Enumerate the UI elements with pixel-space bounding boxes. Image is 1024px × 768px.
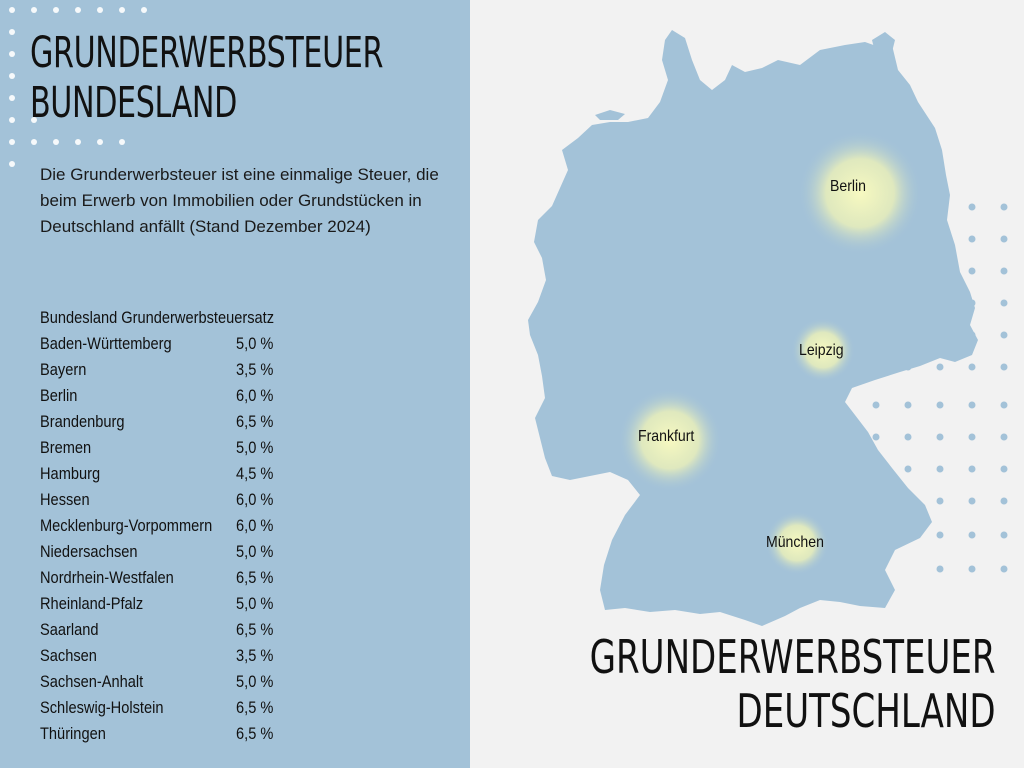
tax-rate: 5,0 %	[236, 594, 274, 613]
table-row: Baden-Württemberg 5,0 %	[40, 331, 300, 357]
table-row: Saarland 6,5 %	[40, 617, 300, 643]
table-row: Thüringen 6,5 %	[40, 721, 300, 747]
decorative-dot-grid-top-left	[9, 7, 147, 167]
state-name: Brandenburg	[40, 412, 125, 431]
table-row: Mecklenburg-Vorpommern 6,0 %	[40, 513, 300, 539]
table-row: Bayern 3,5 %	[40, 357, 300, 383]
state-name: Mecklenburg-Vorpommern	[40, 516, 213, 535]
city-label-leipzig: Leipzig	[799, 342, 844, 359]
state-name: Bremen	[40, 438, 92, 457]
tax-rate: 6,0 %	[236, 516, 274, 535]
state-name: Hessen	[40, 490, 90, 509]
right-title-line-2: DEUTSCHLAND	[736, 684, 996, 738]
tax-rate: 3,5 %	[236, 360, 274, 379]
state-name: Nordrhein-Westfalen	[40, 568, 174, 587]
tax-rate: 4,5 %	[236, 464, 274, 483]
table-row: Niedersachsen 5,0 %	[40, 539, 300, 565]
tax-rate: 6,0 %	[236, 386, 274, 405]
city-highlight-berlin	[798, 131, 922, 255]
table-row: Schleswig-Holstein 6,5 %	[40, 695, 300, 721]
right-title: GRUNDERWERBSTEUER DEUTSCHLAND	[590, 630, 996, 738]
table-header: Bundesland Grunderwerbsteuersatz	[40, 308, 275, 327]
table-row: Hamburg 4,5 %	[40, 461, 300, 487]
tax-rate: 5,0 %	[236, 542, 274, 561]
table-rows: Baden-Württemberg 5,0 % Bayern 3,5 % Berlin 6…	[40, 331, 312, 747]
state-name: Baden-Württemberg	[40, 334, 172, 353]
table-row: Sachsen 3,5 %	[40, 643, 300, 669]
germany-shape	[528, 30, 978, 626]
city-highlight-frankfurt	[618, 388, 722, 492]
state-name: Hamburg	[40, 464, 101, 483]
tax-rate: 6,5 %	[236, 568, 274, 587]
intro-text: Die Grunderwerbsteuer ist eine einmalige…	[40, 165, 439, 236]
state-name: Sachsen-Anhalt	[40, 672, 144, 691]
state-name: Niedersachsen	[40, 542, 138, 561]
state-name: Sachsen	[40, 646, 97, 665]
left-title-line-2: BUNDESLAND	[30, 78, 237, 128]
island-north-sea	[595, 110, 625, 120]
tax-rate: 5,0 %	[236, 672, 274, 691]
city-label-frankfurt: Frankfurt	[638, 428, 695, 445]
germany-map: Berlin Leipzig Frankfurt München	[500, 10, 1000, 640]
tax-rate: 6,5 %	[236, 724, 274, 743]
tax-rate: 6,5 %	[236, 698, 274, 717]
left-title-line-1: GRUNDERWERBSTEUER	[30, 28, 384, 78]
state-name: Rheinland-Pfalz	[40, 594, 144, 613]
tax-rate: 5,0 %	[236, 334, 274, 353]
tax-rate: 3,5 %	[236, 646, 274, 665]
table-row: Rheinland-Pfalz 5,0 %	[40, 591, 300, 617]
table-row: Nordrhein-Westfalen 6,5 %	[40, 565, 300, 591]
tax-rate: 6,5 %	[236, 620, 274, 639]
city-label-berlin: Berlin	[830, 178, 866, 195]
state-name: Berlin	[40, 386, 78, 405]
city-highlight-leipzig	[791, 318, 855, 382]
tax-rate: 5,0 %	[236, 438, 274, 457]
island-ruegen	[872, 32, 895, 54]
state-name: Bayern	[40, 360, 87, 379]
state-name: Schleswig-Holstein	[40, 698, 164, 717]
tax-rate: 6,5 %	[236, 412, 274, 431]
germany-outline	[528, 30, 978, 626]
tax-rate: 6,0 %	[236, 490, 274, 509]
state-name: Saarland	[40, 620, 99, 639]
right-title-line-1: GRUNDERWERBSTEUER	[590, 630, 996, 684]
table-row: Bremen 5,0 %	[40, 435, 300, 461]
left-title: GRUNDERWERBSTEUER BUNDESLAND	[30, 28, 383, 128]
table-row: Brandenburg 6,5 %	[40, 409, 300, 435]
table-row: Hessen 6,0 %	[40, 487, 300, 513]
tax-rate-table: Bundesland Grunderwerbsteuersatz Baden-W…	[40, 305, 312, 747]
table-row: Sachsen-Anhalt 5,0 %	[40, 669, 300, 695]
table-row: Berlin 6,0 %	[40, 383, 300, 409]
left-panel: GRUNDERWERBSTEUER BUNDESLAND Die Grunder…	[0, 0, 470, 768]
state-name: Thüringen	[40, 724, 106, 743]
city-label-muenchen: München	[766, 534, 824, 551]
city-highlight-muenchen	[765, 511, 829, 575]
